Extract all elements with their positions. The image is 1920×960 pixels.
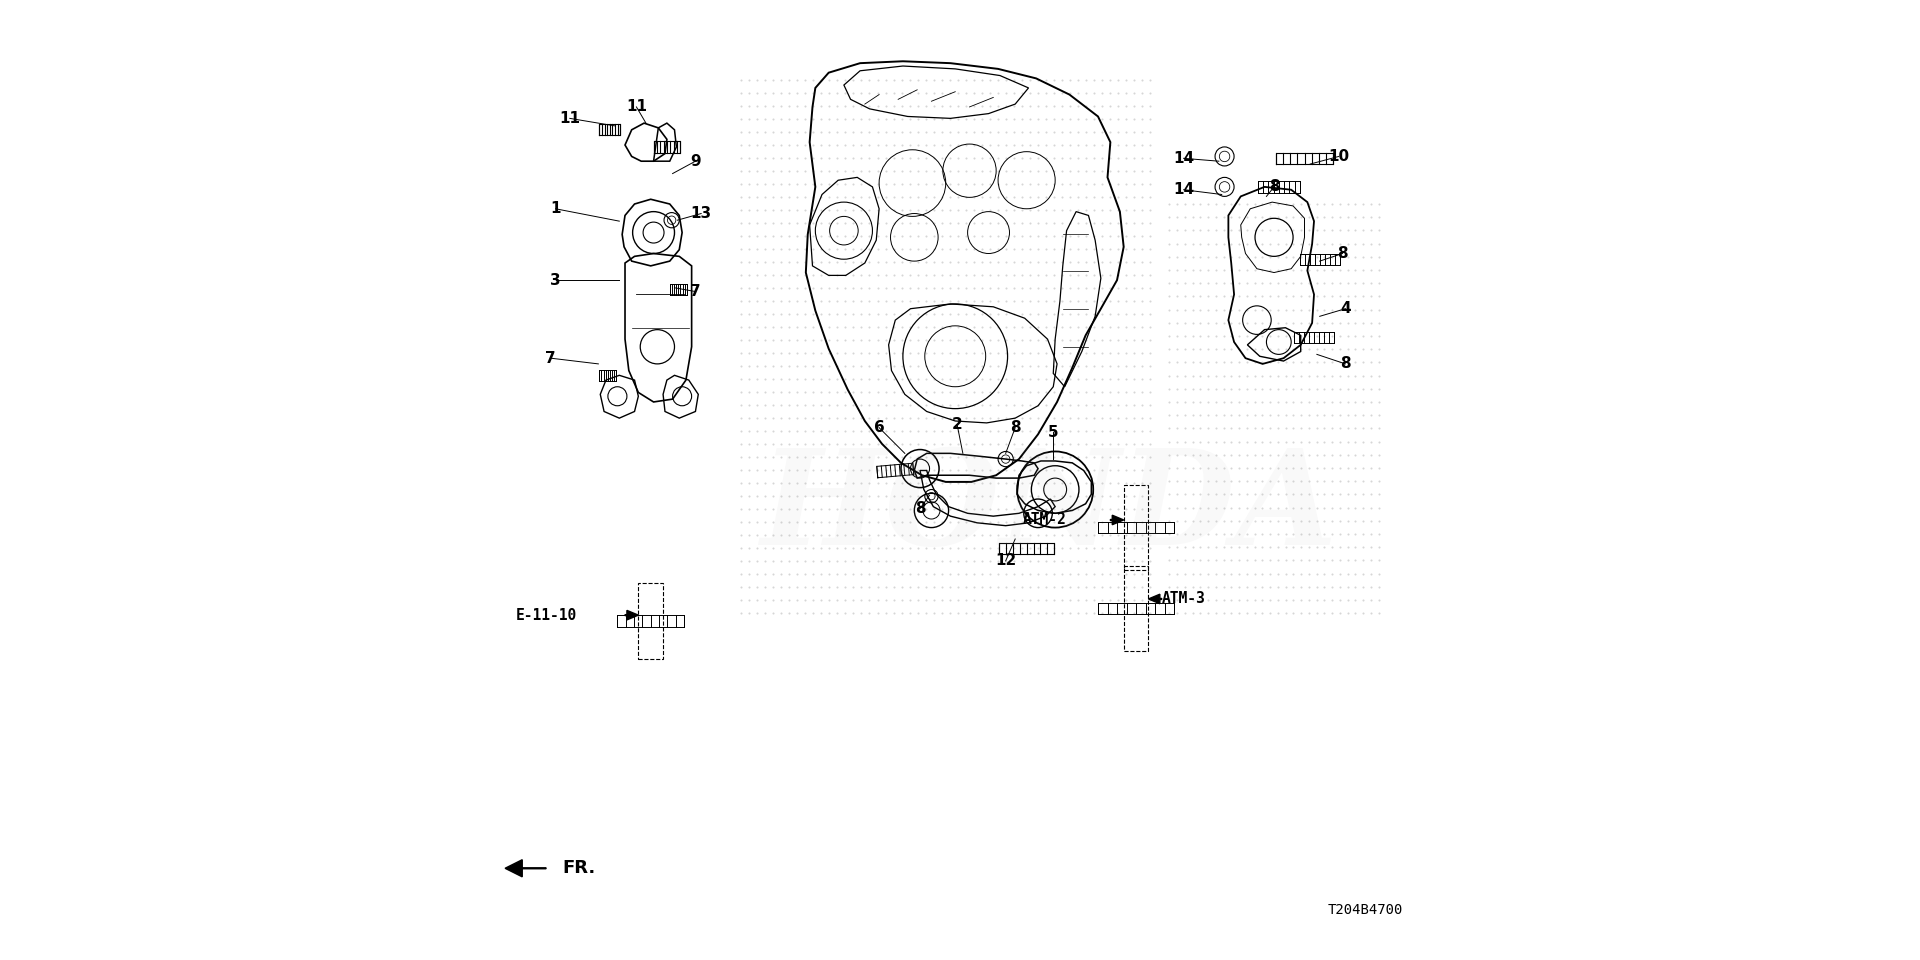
Text: T204B4700: T204B4700 bbox=[1327, 903, 1402, 917]
Text: 11: 11 bbox=[559, 110, 580, 126]
Text: 9: 9 bbox=[689, 154, 701, 169]
Text: 10: 10 bbox=[1329, 149, 1350, 164]
Text: 11: 11 bbox=[626, 100, 647, 114]
Text: 7: 7 bbox=[689, 284, 701, 300]
Text: 6: 6 bbox=[874, 420, 885, 435]
Text: FR.: FR. bbox=[563, 859, 595, 877]
Text: 2: 2 bbox=[952, 418, 962, 432]
Text: 8: 8 bbox=[1336, 246, 1348, 261]
Text: ATM-3: ATM-3 bbox=[1162, 591, 1206, 607]
Text: 3: 3 bbox=[551, 273, 561, 288]
FancyArrow shape bbox=[626, 611, 637, 620]
Text: 8: 8 bbox=[914, 501, 925, 516]
Text: 12: 12 bbox=[995, 553, 1016, 568]
Text: 1: 1 bbox=[551, 202, 561, 216]
Text: 14: 14 bbox=[1173, 151, 1194, 166]
Bar bbox=[637, 583, 662, 659]
Text: 8: 8 bbox=[1010, 420, 1021, 435]
FancyArrow shape bbox=[1148, 594, 1162, 604]
Text: ATM-2: ATM-2 bbox=[1023, 513, 1068, 527]
Text: HONDA: HONDA bbox=[760, 444, 1338, 573]
FancyArrow shape bbox=[505, 860, 545, 876]
Text: 4: 4 bbox=[1340, 301, 1352, 316]
Text: 5: 5 bbox=[1048, 425, 1058, 440]
Text: E-11-10: E-11-10 bbox=[516, 608, 578, 623]
Text: 7: 7 bbox=[545, 350, 557, 366]
Text: 13: 13 bbox=[691, 206, 712, 221]
Text: 14: 14 bbox=[1173, 182, 1194, 197]
Text: 8: 8 bbox=[1340, 356, 1352, 372]
Bar bbox=[1123, 565, 1148, 651]
FancyArrow shape bbox=[1110, 516, 1123, 525]
Bar bbox=[1123, 485, 1148, 570]
Text: 8: 8 bbox=[1269, 180, 1279, 194]
